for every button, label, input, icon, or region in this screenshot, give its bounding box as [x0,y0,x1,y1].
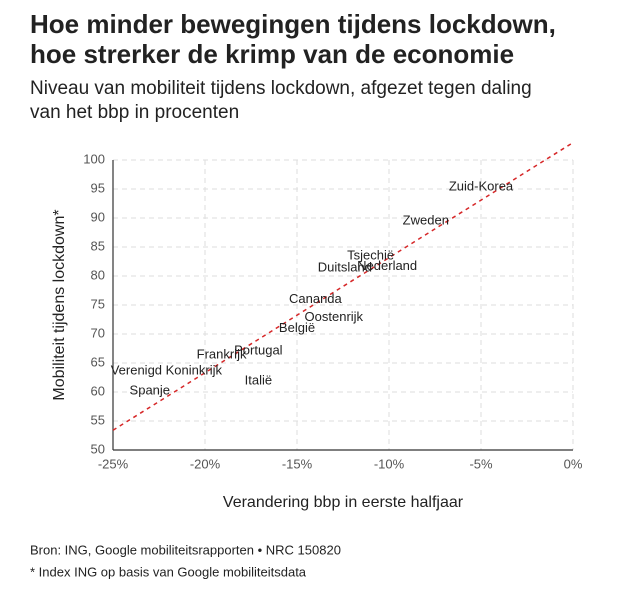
point-label: Portugal [234,342,283,357]
point-label: Zweden [403,212,449,227]
trend-line [112,141,574,431]
y-tick-label: 80 [91,267,105,282]
source-note: * Index ING op basis van Google mobilite… [30,564,307,579]
y-tick-label: 60 [91,383,105,398]
x-tick-label: -25% [98,456,129,471]
chart-subtitle: van het bbp in procenten [30,102,239,123]
x-tick-label: -5% [469,456,493,471]
source-note: Bron: ING, Google mobiliteitsrapporten •… [30,542,341,557]
y-tick-label: 65 [91,354,105,369]
point-label: Nederland [357,258,417,273]
y-tick-label: 55 [91,412,105,427]
x-tick-label: -10% [374,456,405,471]
point-label: Frankrijk [197,346,247,361]
x-tick-label: -15% [282,456,313,471]
point-label: Italië [245,372,272,387]
point-label: Tsjechië [347,248,394,263]
y-tick-label: 50 [91,441,105,456]
point-label: Oostenrijk [305,309,364,324]
y-tick-label: 95 [91,180,105,195]
x-axis-label: Verandering bbp in eerste halfjaar [223,494,464,511]
point-label: Spanje [130,382,170,397]
point-label: België [279,320,315,335]
chart-title: hoe strerker de krimp van de economie [30,39,514,69]
x-tick-label: -20% [190,456,221,471]
chart-subtitle: Niveau van mobiliteit tijdens lockdown, … [30,78,532,99]
y-tick-label: 100 [83,151,105,166]
chart-title: Hoe minder bewegingen tijdens lockdown, [30,9,556,39]
point-label: Verenigd Koninkrijk [111,363,223,378]
y-tick-label: 85 [91,238,105,253]
y-tick-label: 70 [91,325,105,340]
y-tick-label: 75 [91,296,105,311]
y-axis-label: Mobiliteit tijdens lockdown* [51,209,68,400]
y-tick-label: 90 [91,209,105,224]
point-label: Duitsland [318,259,372,274]
x-tick-label: 0% [564,456,583,471]
point-label: Cananda [289,291,343,306]
point-label: Zuid-Korea [449,179,514,194]
